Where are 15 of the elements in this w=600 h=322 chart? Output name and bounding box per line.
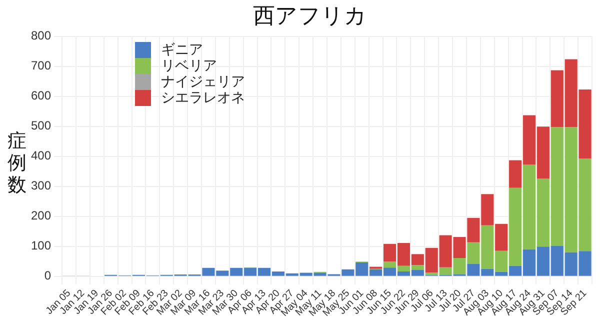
y-tick-label: 800 [30, 28, 52, 43]
y-tick-label: 700 [30, 58, 52, 73]
legend-label: リベリア [161, 57, 217, 75]
legend-label: シエラレオネ [161, 89, 245, 107]
y-tick-label: 500 [30, 118, 52, 133]
y-tick-label: 100 [30, 238, 52, 253]
y-tick-label: 300 [30, 178, 52, 193]
legend-label: ナイジェリア [161, 73, 245, 91]
legend-label: ギニア [161, 41, 203, 59]
chart-title: 西アフリカ [253, 4, 367, 29]
y-tick-label: 0 [44, 268, 52, 283]
y-tick-label: 400 [30, 148, 52, 163]
y-tick-label: 600 [30, 88, 52, 103]
y-axis-title: 症例数 [6, 130, 28, 196]
y-tick-label: 200 [30, 208, 52, 223]
